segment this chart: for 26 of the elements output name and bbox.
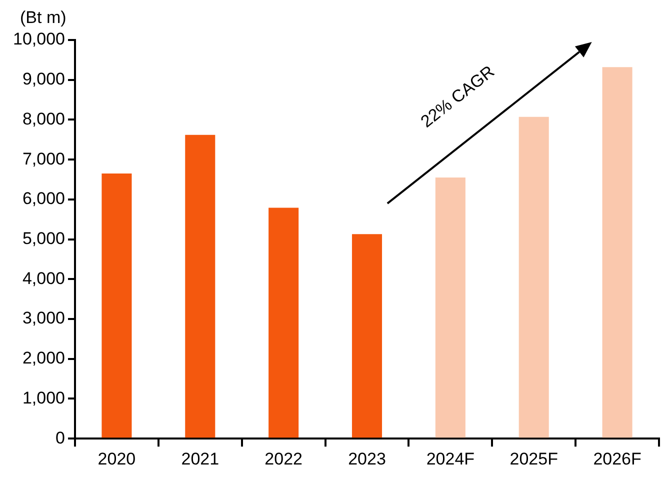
y-tick-label: 2,000 <box>22 348 65 368</box>
x-tick-label: 2025F <box>510 449 558 468</box>
bar <box>518 116 549 438</box>
bar <box>185 134 216 438</box>
y-axis-title: (Bt m) <box>20 8 66 28</box>
y-tick-label: 10,000 <box>12 30 65 49</box>
y-tick-label: 9,000 <box>22 70 65 89</box>
y-tick-label: 4,000 <box>22 268 65 288</box>
y-tick-label: 6,000 <box>22 189 65 208</box>
y-tick-label: 8,000 <box>22 109 65 128</box>
x-tick-label: 2024F <box>426 449 475 468</box>
bar <box>102 174 132 438</box>
x-tick-label: 2026F <box>593 449 642 468</box>
bar <box>352 234 382 438</box>
bar <box>268 208 299 438</box>
x-tick-label: 2022 <box>264 449 302 468</box>
y-tick-label: 1,000 <box>22 388 65 408</box>
x-tick-label: 2021 <box>181 449 220 468</box>
y-tick-label: 0 <box>56 428 65 448</box>
y-tick-label: 5,000 <box>22 228 65 248</box>
bar <box>602 67 632 438</box>
x-tick-label: 2020 <box>98 449 136 468</box>
y-tick-label: 7,000 <box>22 149 65 168</box>
x-tick-label: 2023 <box>348 449 386 468</box>
bar <box>435 178 466 438</box>
y-tick-label: 3,000 <box>22 308 65 328</box>
